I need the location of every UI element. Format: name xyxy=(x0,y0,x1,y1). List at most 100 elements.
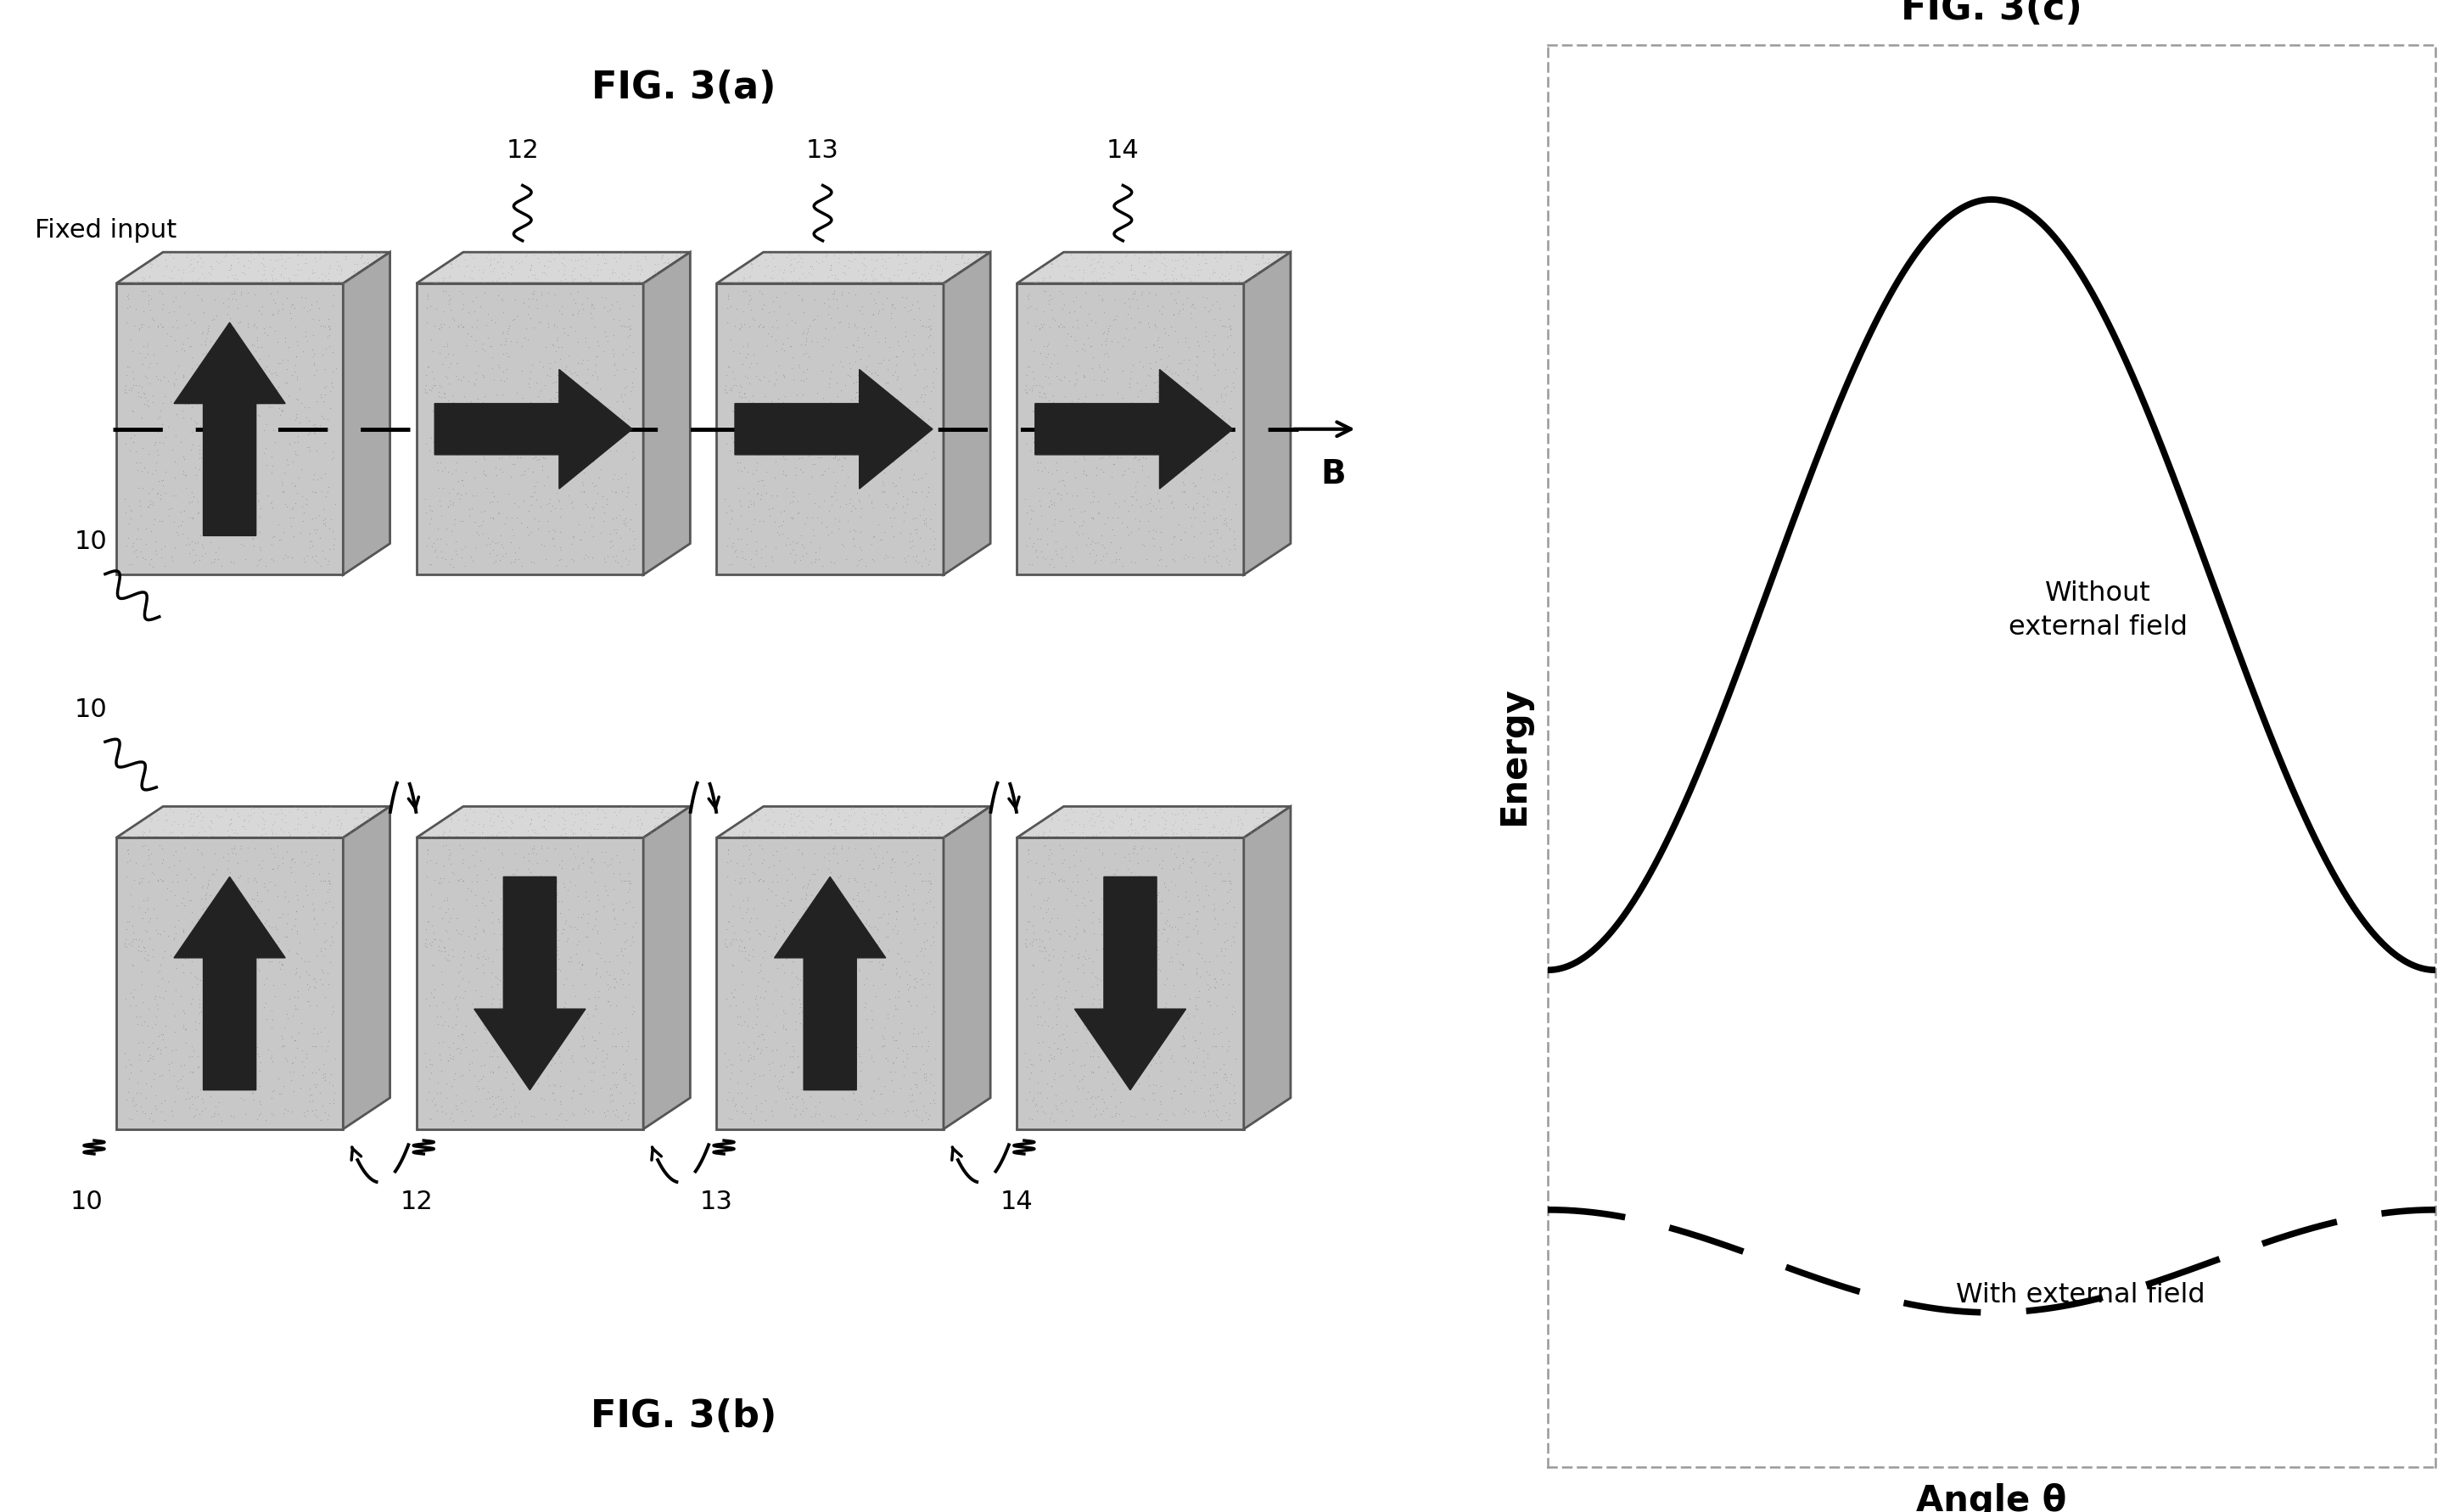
Point xyxy=(910,380,950,404)
Point xyxy=(645,806,684,830)
Point xyxy=(212,1039,251,1063)
Point xyxy=(613,340,652,364)
Point xyxy=(273,546,312,570)
Point xyxy=(216,996,256,1021)
Point xyxy=(310,933,349,957)
Point xyxy=(416,271,455,295)
Point xyxy=(613,993,652,1018)
Point xyxy=(524,815,563,839)
Point xyxy=(236,340,276,364)
Point xyxy=(462,271,502,295)
Point xyxy=(519,800,558,824)
Point xyxy=(900,526,940,550)
Point xyxy=(812,812,851,836)
Point xyxy=(610,868,649,892)
Point xyxy=(1109,1077,1149,1101)
Point xyxy=(1092,550,1132,575)
Point xyxy=(1176,442,1215,466)
Point xyxy=(790,482,829,507)
Point xyxy=(1164,1034,1203,1058)
Point xyxy=(517,996,556,1021)
Point xyxy=(593,815,632,839)
Point xyxy=(800,1102,839,1126)
Point xyxy=(246,357,285,381)
Point xyxy=(721,866,760,891)
Point xyxy=(1119,850,1159,874)
Point xyxy=(416,977,455,1001)
Point xyxy=(1198,993,1237,1018)
Point xyxy=(1073,357,1112,381)
Point xyxy=(1139,1042,1178,1066)
Point xyxy=(873,847,913,871)
Point xyxy=(829,1046,868,1070)
Point xyxy=(736,529,775,553)
Point xyxy=(1041,431,1080,455)
Point xyxy=(1021,1043,1060,1067)
Point xyxy=(834,313,873,337)
Point xyxy=(797,857,836,881)
Point xyxy=(900,800,940,824)
Point xyxy=(266,325,305,349)
Point xyxy=(841,547,881,572)
Point xyxy=(782,544,822,569)
Point xyxy=(406,265,445,289)
Point xyxy=(573,1049,613,1074)
Point xyxy=(192,254,231,278)
Point xyxy=(1031,488,1070,513)
Point xyxy=(416,440,455,464)
Point xyxy=(726,1101,765,1125)
Point xyxy=(753,544,792,569)
Point xyxy=(1250,801,1289,826)
Point xyxy=(108,284,148,308)
Point xyxy=(1033,937,1073,962)
Point xyxy=(239,928,278,953)
Point xyxy=(497,330,536,354)
Point xyxy=(202,888,241,912)
Point xyxy=(189,254,229,278)
Point xyxy=(293,342,332,366)
Point xyxy=(408,931,448,956)
Point xyxy=(248,358,288,383)
Point xyxy=(925,826,964,850)
Point xyxy=(1014,913,1053,937)
Point xyxy=(251,314,290,339)
Point xyxy=(428,1086,467,1110)
Point xyxy=(588,1042,627,1066)
Point xyxy=(234,333,273,357)
Point xyxy=(219,1001,258,1025)
Point xyxy=(342,800,381,824)
Point xyxy=(822,815,861,839)
Point xyxy=(229,1042,268,1066)
Point xyxy=(226,1046,266,1070)
Point xyxy=(549,877,588,901)
Point xyxy=(248,877,288,901)
Point xyxy=(212,305,251,330)
Point xyxy=(229,519,268,543)
Point xyxy=(839,392,878,416)
Point xyxy=(502,940,541,965)
Point xyxy=(482,999,522,1024)
Point xyxy=(1183,839,1223,863)
Point xyxy=(905,431,945,455)
Point xyxy=(103,823,143,847)
Point xyxy=(1193,324,1232,348)
Point xyxy=(1193,815,1232,839)
Point xyxy=(1193,467,1232,491)
Point xyxy=(1257,797,1296,821)
Point xyxy=(723,809,763,833)
Text: 14: 14 xyxy=(1107,138,1139,163)
Point xyxy=(448,414,487,438)
Point xyxy=(251,263,290,287)
Point xyxy=(731,491,770,516)
Point xyxy=(199,1090,239,1114)
Point xyxy=(529,918,568,942)
Point xyxy=(524,254,563,278)
Point xyxy=(738,351,777,375)
Point xyxy=(1178,259,1218,283)
Point xyxy=(325,801,364,826)
Point xyxy=(492,1105,531,1129)
Point xyxy=(499,535,539,559)
Point xyxy=(458,402,497,426)
Point xyxy=(524,534,563,558)
Point xyxy=(244,263,283,287)
